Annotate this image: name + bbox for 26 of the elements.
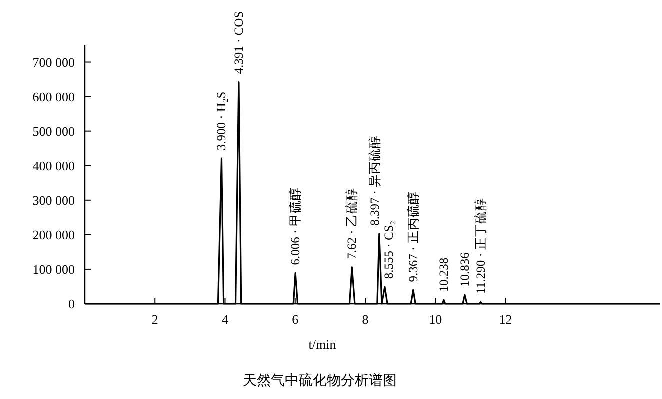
y-tick-label: 500 000	[32, 124, 75, 139]
annotation: 10.836	[458, 252, 472, 288]
x-tick-label: 8	[362, 312, 369, 327]
annotation: 8.555 · CS₂	[382, 220, 396, 280]
y-tick-label: 100 000	[32, 262, 75, 277]
y-tick-label: 200 000	[32, 227, 75, 242]
y-tick-label: 400 000	[32, 158, 75, 174]
text: 天然气中硫化物分析谱图	[243, 373, 397, 389]
y-tick-label: 0	[68, 296, 75, 312]
x-axis-title: t/min	[308, 337, 337, 352]
annotation: 7.62 · 乙硫醇	[345, 188, 360, 260]
annotation: 4.391 · COS	[232, 11, 246, 74]
y-tick-label: 600 000	[32, 89, 75, 104]
annotation: 11.290 · 正丁硫醇	[474, 198, 488, 294]
x-tick-label: 10	[429, 312, 442, 327]
x-tick-label: 2	[152, 312, 158, 327]
y-tick-label: 700 000	[32, 54, 75, 70]
x-tick-label: 6	[292, 312, 300, 327]
x-tick-label: 4	[222, 312, 229, 327]
annotation: 6.006 · 甲硫醇	[288, 188, 303, 266]
y-tick-label: 300 000	[32, 192, 75, 208]
annotation: 9.367 · 正丙硫醇	[406, 192, 420, 282]
annotation: 10.238	[436, 258, 451, 292]
x-tick-label: 12	[499, 312, 512, 327]
annotation: 8.397 · 异丙硫醇	[368, 135, 382, 226]
annotation: 3.900 · H₂S	[214, 92, 229, 151]
